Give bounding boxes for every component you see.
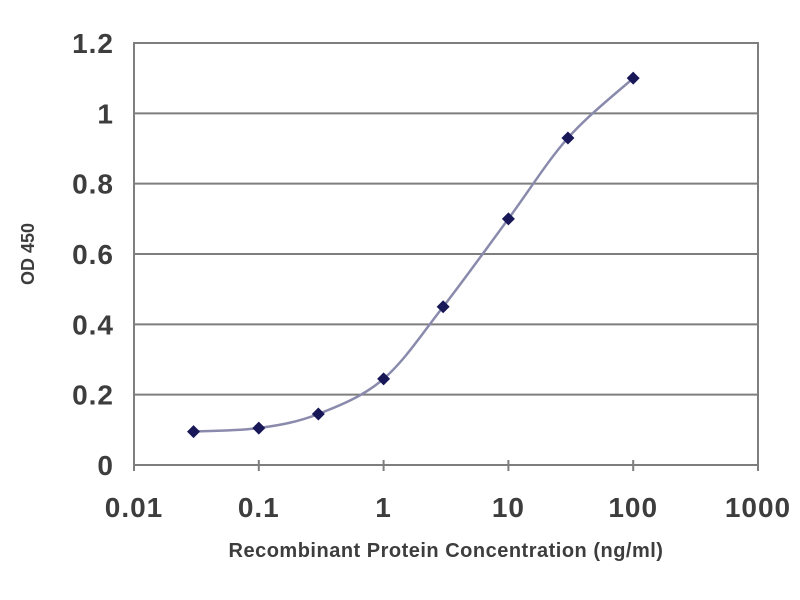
x-tick-label: 0.1 [238,492,280,523]
data-point-marker [252,421,266,435]
data-point-marker [377,372,391,386]
y-axis-title: OD 450 [18,223,38,285]
data-point-marker [626,71,640,85]
y-tick-label: 0.6 [72,239,114,270]
x-tick-label: 100 [608,492,658,523]
data-point-marker [436,300,450,314]
x-axis-ticks [133,460,759,471]
x-tick-label: 0.01 [105,492,164,523]
plot-border [133,42,759,466]
gridlines [134,42,758,466]
data-point-marker [311,407,325,421]
data-point-marker [187,425,201,439]
data-series [187,71,640,439]
data-point-marker [501,212,515,226]
series-line [193,77,635,433]
y-tick-label: 1.2 [72,28,114,59]
x-axis-title: Recombinant Protein Concentration (ng/ml… [229,540,664,562]
data-point-marker [561,131,575,145]
y-tick-label: 0.4 [72,309,114,340]
y-tick-label: 0 [97,450,114,481]
y-axis-tick-labels: 0 0.2 0.4 0.6 0.8 1 1.2 [72,28,114,481]
y-tick-label: 1 [97,98,114,129]
x-tick-label: 1000 [725,492,791,523]
x-tick-label: 10 [492,492,525,523]
x-axis-tick-labels: 0.01 0.1 1 10 100 1000 [105,492,791,523]
y-tick-label: 0.2 [72,380,114,411]
x-tick-label: 1 [375,492,392,523]
y-tick-label: 0.8 [72,169,114,200]
